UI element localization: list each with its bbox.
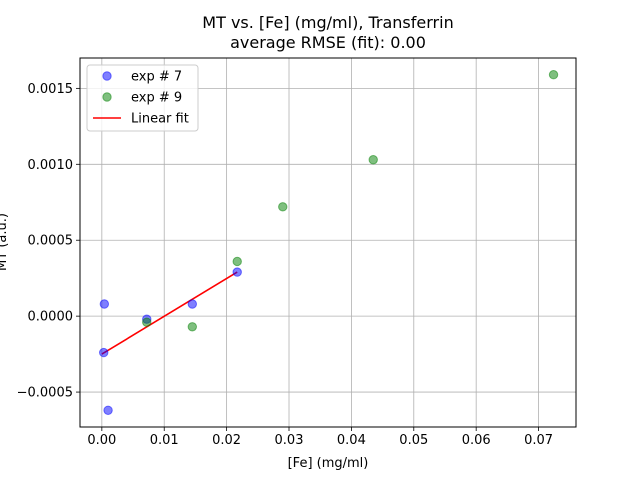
series-2-point — [142, 317, 152, 327]
y-tick-label: 0.0015 — [28, 82, 74, 97]
series-2-point — [278, 202, 288, 212]
series-2-point — [187, 322, 198, 332]
y-tick-label: −0.0005 — [17, 386, 73, 401]
x-tick-label: 0.01 — [150, 433, 179, 448]
y-axis-label: MT (a.u.) — [0, 213, 10, 271]
legend-label: exp # 9 — [131, 91, 182, 106]
series-1-point — [232, 267, 242, 277]
x-tick-label: 0.03 — [275, 433, 304, 448]
series-2-point — [232, 256, 242, 267]
y-tick-label: 0.0005 — [28, 234, 74, 249]
legend-point-marker — [102, 71, 112, 81]
grid-layer — [80, 58, 576, 427]
series-2-point — [548, 70, 559, 80]
series-2-point — [368, 155, 378, 165]
series-1-point — [99, 299, 110, 309]
marks-layer — [99, 70, 559, 415]
series-1-point — [187, 299, 198, 309]
y-tick-label: 0.0000 — [28, 310, 74, 325]
fit-line — [101, 271, 238, 355]
legend-label: Linear fit — [131, 112, 189, 127]
series-1-point — [103, 405, 113, 415]
x-tick-label: 0.06 — [462, 433, 491, 448]
plot-frame — [79, 57, 577, 428]
chart-subtitle: average RMSE (fit): 0.00 — [230, 33, 426, 52]
x-tick-label: 0.00 — [87, 433, 116, 448]
y-tick-label: 0.0010 — [28, 158, 74, 173]
legend-point-marker — [102, 92, 112, 102]
chart-title: MT vs. [Fe] (mg/ml), Transferrin — [202, 13, 453, 32]
x-axis-label: [Fe] (mg/ml) — [288, 456, 369, 471]
series-1-point — [99, 347, 109, 358]
x-tick-label: 0.04 — [337, 433, 366, 448]
ticks-layer: 0.00 0.01 0.02 0.03 0.04 0.05 0.06 0.07 −0.0005 0… — [17, 82, 553, 448]
legend-box — [86, 64, 199, 132]
x-tick-label: 0.02 — [212, 433, 241, 448]
legend-label: exp # 7 — [131, 70, 182, 85]
legend: exp # 7 exp # 9 Linear fit — [86, 64, 199, 132]
x-tick-label: 0.07 — [524, 433, 553, 448]
x-tick-label: 0.05 — [399, 433, 428, 448]
